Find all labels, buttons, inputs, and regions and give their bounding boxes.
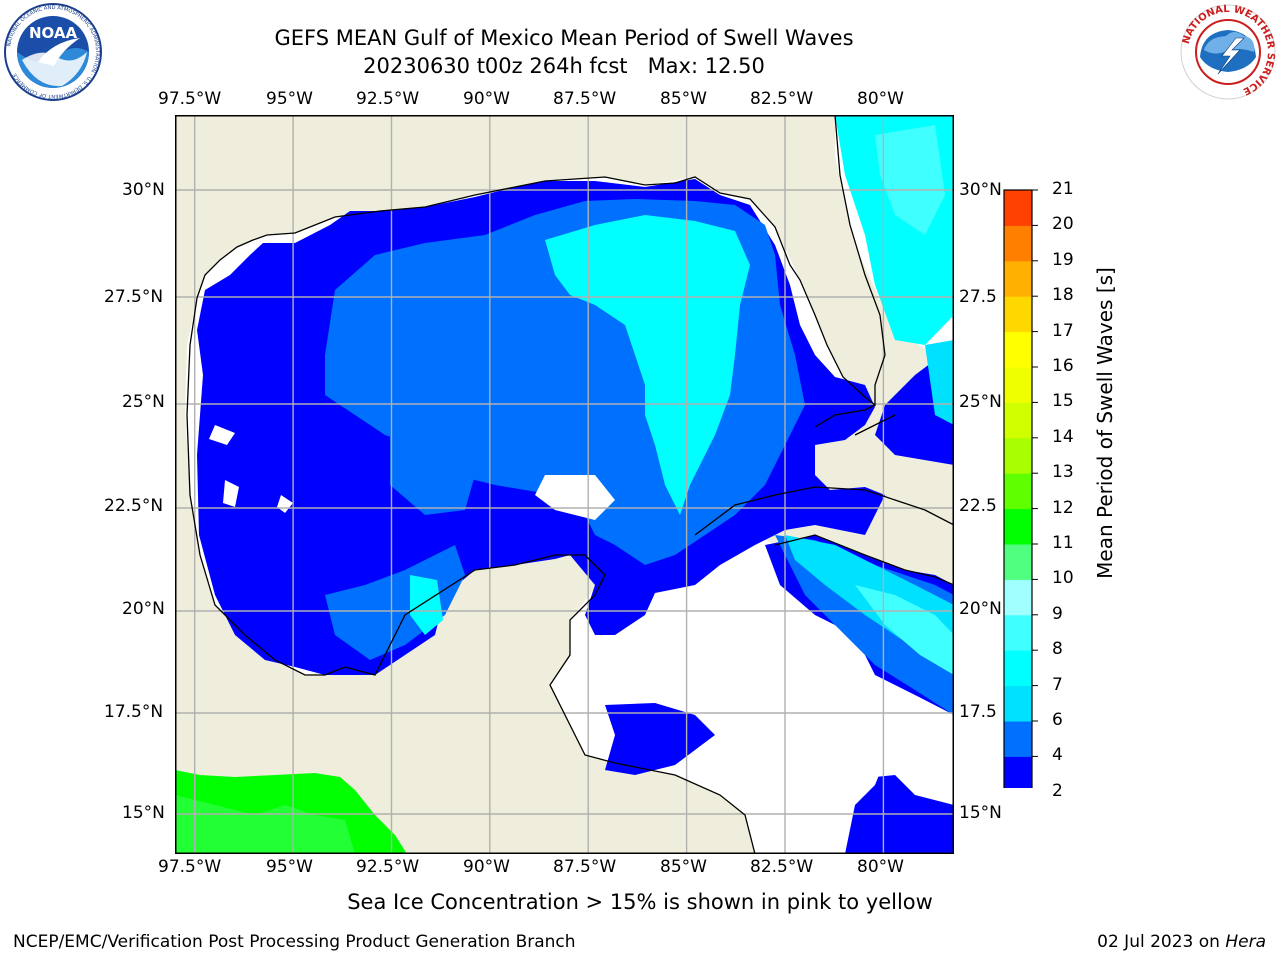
lat-label-right: 27.5: [959, 287, 997, 307]
nws-logo-icon: NATIONAL WEATHER SERVICE: [1180, 4, 1276, 100]
colorbar-segment: [1004, 402, 1032, 439]
lon-label-top: 85°W: [660, 89, 707, 109]
lon-label-bottom: 80°W: [857, 857, 904, 877]
swell-7-8s-east: [545, 215, 750, 515]
footer-date-text: 02 Jul 2023 on: [1097, 932, 1220, 952]
colorbar-tick-label: 4: [1052, 745, 1063, 766]
colorbar-tick-label: 11: [1052, 533, 1074, 553]
chart-subtitle: 20230630 t00z 264h fcst Max: 12.50: [363, 54, 765, 78]
lon-label-bottom: 92.5°W: [356, 857, 420, 877]
colorbar-segment: [1004, 296, 1032, 333]
lat-label-right: 25°N: [959, 392, 1002, 412]
colorbar-label-wrap: Mean Period of Swell Waves [s]: [1035, 267, 1175, 579]
no-data-patch: [815, 705, 895, 854]
lat-label-right: 17.5: [959, 702, 997, 722]
colorbar-tick-label: 18: [1052, 285, 1074, 306]
colorbar-segment: [1004, 190, 1032, 226]
no-data-patch: [535, 475, 615, 520]
lon-label-top: 87.5°W: [553, 89, 617, 109]
lat-label-left: 17.5°N: [104, 702, 164, 722]
pacific-swell-patch: [175, 795, 355, 854]
lat-label-right: 30°N: [959, 180, 1002, 200]
lon-label-top: 82.5°W: [750, 89, 814, 109]
lat-label-left: 25°N: [122, 392, 165, 412]
colorbar-tick-label: 13: [1052, 462, 1074, 483]
lon-label-top: 90°W: [463, 89, 510, 109]
lat-label-right: 20°N: [959, 599, 1002, 619]
colorbar-tick-label: 12: [1052, 497, 1074, 518]
lat-label-right: 22.5: [959, 496, 997, 516]
no-data-patch: [895, 735, 954, 795]
lon-label-bottom: 82.5°W: [750, 857, 814, 877]
swell-8-9s-caribbean: [855, 585, 954, 675]
colorbar-frame: [1003, 189, 1033, 788]
colorbar-tick-label: 8: [1052, 639, 1063, 660]
colorbar-tick-label: 7: [1052, 674, 1063, 695]
colorbar-tick-label: 9: [1052, 603, 1063, 624]
lat-label-left: 15°N: [122, 803, 165, 823]
colorbar-segment: [1004, 437, 1032, 474]
coastlines: [186, 115, 954, 854]
footer-credit: NCEP/EMC/Verification Post Processing Pr…: [13, 932, 576, 952]
lat-label-left: 22.5°N: [104, 496, 164, 516]
colorbar-segment: [1004, 508, 1032, 545]
lon-label-top: 97.5°W: [158, 89, 222, 109]
colorbar-segment: [1004, 544, 1032, 580]
colorbar-segment: [1004, 473, 1032, 510]
colorbar-tick-label: 15: [1052, 391, 1074, 412]
colorbar-tick-label: 10: [1052, 568, 1074, 589]
colorbar-tick-label: 6: [1052, 710, 1063, 730]
colorbar-tick-label: 2: [1052, 780, 1063, 801]
colorbar-tick-label: 17: [1052, 320, 1074, 341]
lat-label-right: 15°N: [959, 803, 1002, 823]
colorbar-segment: [1004, 650, 1032, 687]
swell-4-6s-west: [390, 435, 475, 515]
lon-label-bottom: 85°W: [660, 857, 707, 877]
colorbar-segment: [1004, 331, 1032, 368]
colorbar-tick-label: 16: [1052, 356, 1074, 376]
chart-title: GEFS MEAN Gulf of Mexico Mean Period of …: [274, 26, 854, 50]
colorbar-segment: [1004, 721, 1032, 757]
colorbar-tick-label: 19: [1052, 249, 1074, 270]
colorbar: [1003, 189, 1038, 788]
map-gridlines: [175, 115, 954, 854]
swell-4-6s-campeche: [325, 545, 465, 660]
lon-label-bottom: 90°W: [463, 857, 510, 877]
colorbar-segment: [1004, 756, 1032, 788]
colorbar-segment: [1004, 367, 1032, 403]
colorbar-segment: [1004, 225, 1032, 262]
footer-date: 02 Jul 2023 on Hera: [1097, 932, 1266, 952]
lat-label-left: 30°N: [122, 180, 165, 200]
swell-7-8s-campeche: [410, 575, 443, 635]
colorbar-label: Mean Period of Swell Waves [s]: [1093, 267, 1118, 579]
lon-label-bottom: 97.5°W: [158, 857, 222, 877]
swell-2-4s-honduras: [605, 703, 715, 775]
lon-label-bottom: 95°W: [266, 857, 313, 877]
lat-label-left: 20°N: [122, 599, 165, 619]
colorbar-segment: [1004, 579, 1032, 616]
colorbar-tick-label: 20: [1052, 214, 1074, 235]
colorbar-segment: [1004, 614, 1032, 651]
footer-machine: Hera: [1225, 932, 1266, 952]
colorbar-segment: [1004, 260, 1032, 297]
no-data-patch: [223, 480, 239, 507]
no-data-patch: [209, 425, 235, 445]
map-panel: [175, 115, 954, 854]
lat-label-left: 27.5°N: [104, 287, 164, 307]
noaa-logo-icon: NOAA NATIONAL OCEANIC AND ATMOSPHERIC AD…: [4, 3, 102, 101]
sea-ice-note: Sea Ice Concentration > 15% is shown in …: [347, 890, 933, 914]
noaa-logo-text: NOAA: [29, 24, 78, 42]
colorbar-segment: [1004, 685, 1032, 722]
lon-label-top: 80°W: [857, 89, 904, 109]
lon-label-bottom: 87.5°W: [553, 857, 617, 877]
colorbar-tick-label: 21: [1052, 179, 1074, 199]
colorbar-tick-label: 14: [1052, 426, 1074, 447]
map-frame: [175, 115, 954, 854]
lon-label-top: 92.5°W: [356, 89, 420, 109]
lon-label-top: 95°W: [266, 89, 313, 109]
swell-8-9s-atlantic: [875, 125, 945, 235]
no-data-patch: [605, 635, 775, 755]
